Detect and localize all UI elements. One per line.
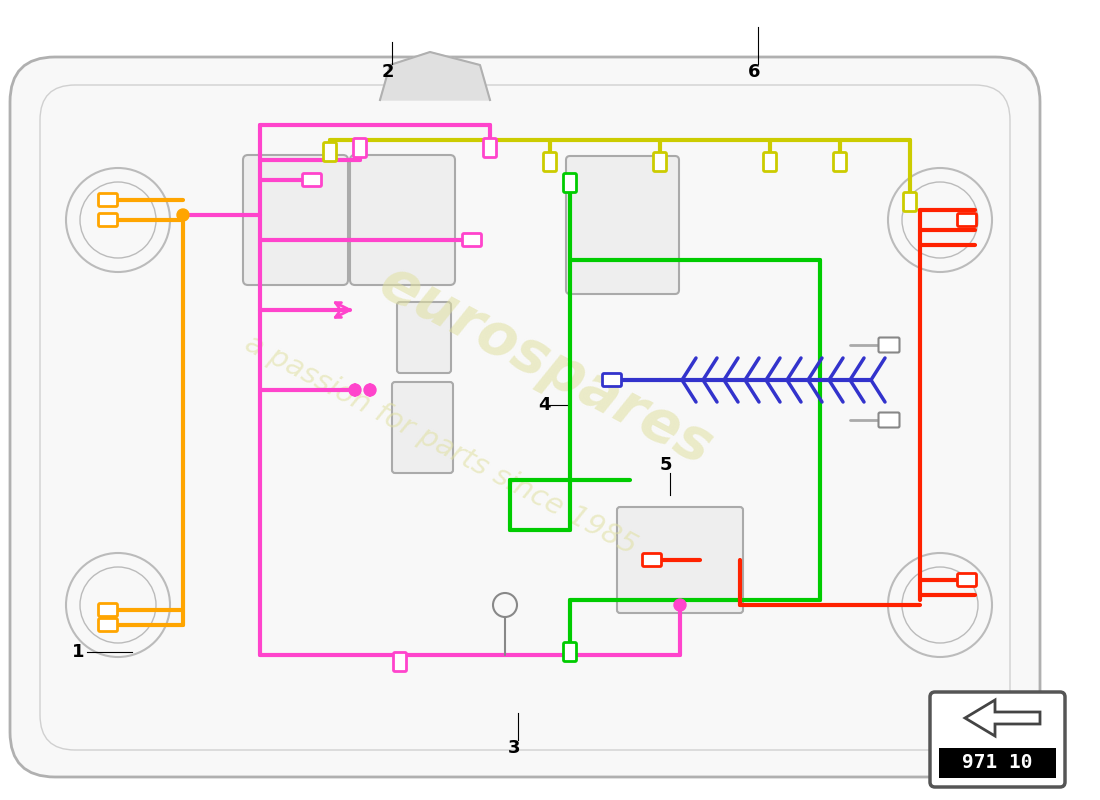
FancyBboxPatch shape	[617, 507, 742, 613]
FancyBboxPatch shape	[99, 603, 118, 617]
FancyBboxPatch shape	[350, 155, 455, 285]
FancyBboxPatch shape	[653, 153, 667, 171]
Circle shape	[674, 599, 686, 611]
FancyBboxPatch shape	[394, 653, 407, 671]
FancyBboxPatch shape	[397, 302, 451, 373]
Bar	[939, 748, 1056, 778]
FancyBboxPatch shape	[462, 234, 482, 246]
FancyBboxPatch shape	[302, 174, 321, 186]
Polygon shape	[379, 52, 490, 100]
Text: 971 10: 971 10	[961, 754, 1032, 773]
FancyBboxPatch shape	[243, 155, 348, 285]
Polygon shape	[965, 700, 1040, 736]
FancyBboxPatch shape	[879, 338, 900, 353]
FancyBboxPatch shape	[323, 142, 337, 162]
Text: a passion for parts since 1985: a passion for parts since 1985	[240, 330, 641, 561]
FancyBboxPatch shape	[99, 618, 118, 631]
Circle shape	[349, 384, 361, 396]
FancyBboxPatch shape	[957, 574, 977, 586]
FancyBboxPatch shape	[903, 193, 916, 211]
FancyBboxPatch shape	[879, 413, 900, 427]
Text: 5: 5	[660, 456, 672, 474]
FancyBboxPatch shape	[99, 194, 118, 206]
FancyBboxPatch shape	[566, 156, 679, 294]
FancyBboxPatch shape	[484, 138, 496, 158]
Text: 1: 1	[72, 643, 85, 661]
Text: 3: 3	[508, 739, 520, 757]
Text: 6: 6	[748, 63, 760, 81]
FancyBboxPatch shape	[10, 57, 1040, 777]
FancyBboxPatch shape	[642, 554, 661, 566]
FancyBboxPatch shape	[353, 138, 366, 158]
FancyBboxPatch shape	[957, 214, 977, 226]
Text: eurospares: eurospares	[370, 254, 723, 477]
FancyBboxPatch shape	[930, 692, 1065, 787]
FancyBboxPatch shape	[99, 214, 118, 226]
Circle shape	[364, 384, 376, 396]
FancyBboxPatch shape	[543, 153, 557, 171]
FancyBboxPatch shape	[603, 374, 622, 386]
FancyBboxPatch shape	[834, 153, 847, 171]
Text: 4: 4	[538, 396, 550, 414]
FancyBboxPatch shape	[763, 153, 777, 171]
FancyBboxPatch shape	[563, 642, 576, 662]
FancyBboxPatch shape	[563, 174, 576, 193]
FancyBboxPatch shape	[392, 382, 453, 473]
Circle shape	[177, 209, 189, 221]
Text: 2: 2	[382, 63, 395, 81]
